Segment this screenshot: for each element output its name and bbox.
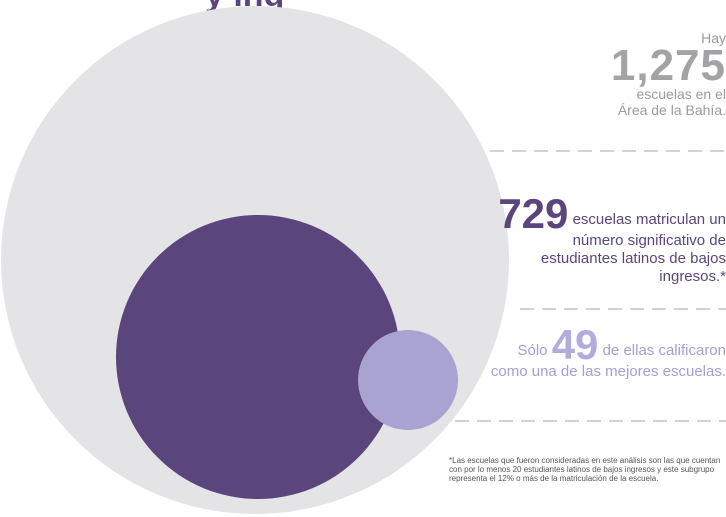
total-schools-stat: Hay 1,275 escuelas en el Área de la Bahí… xyxy=(486,30,726,118)
total-number: 1,275 xyxy=(610,41,726,90)
top-schools-circle xyxy=(358,330,458,430)
top-schools-stat: Sólo 49 de ellas calificaron como una de… xyxy=(486,324,726,381)
top-number: 49 xyxy=(551,321,599,368)
top-prefix: Sólo xyxy=(517,342,548,359)
latino-schools-stat: 729 escuelas matriculan un número signif… xyxy=(496,193,726,286)
latino-schools-circle xyxy=(116,215,400,499)
latino-text: escuelas matriculan un número significat… xyxy=(540,211,726,285)
total-line1: escuelas en el xyxy=(636,86,726,102)
total-prefix: Hay xyxy=(701,30,726,46)
total-line2: Área de la Bahía. xyxy=(617,102,726,118)
latino-number: 729 xyxy=(498,190,569,237)
footnote: *Las escuelas que fueron consideradas en… xyxy=(449,456,721,483)
top-text: de ellas calificaron como una de las mej… xyxy=(490,342,726,380)
